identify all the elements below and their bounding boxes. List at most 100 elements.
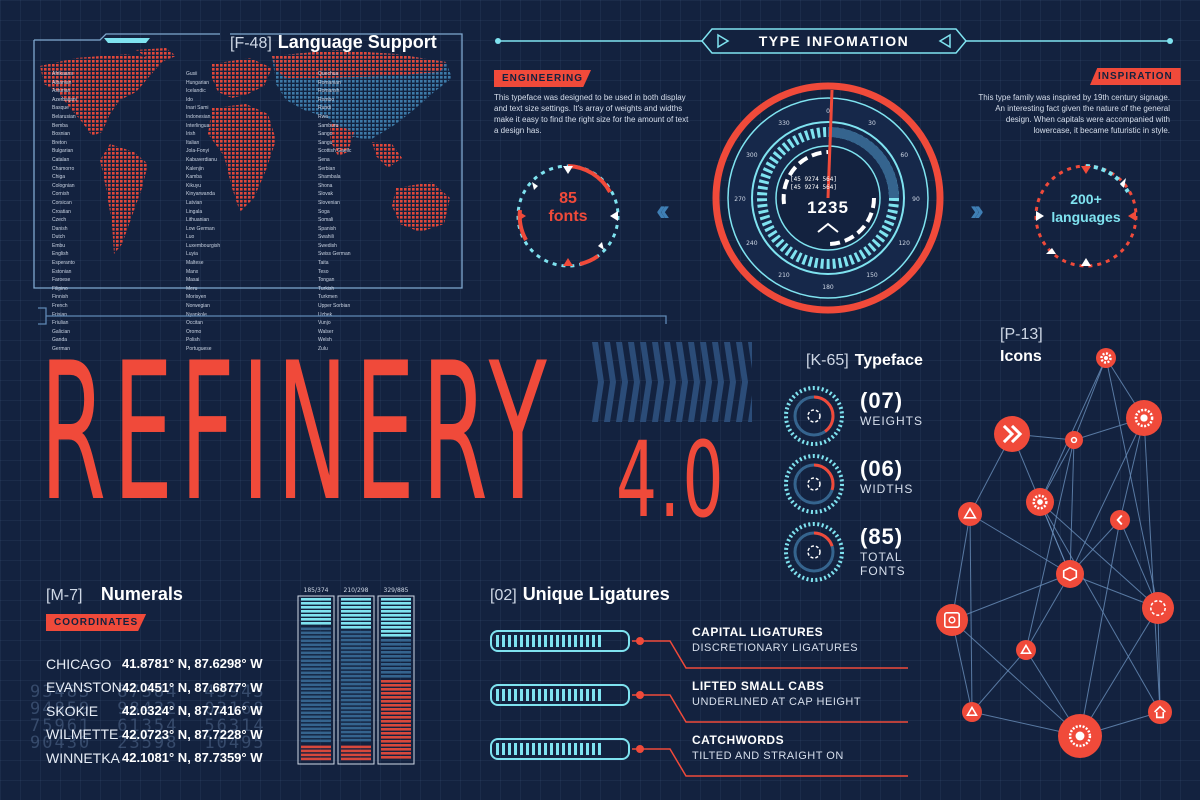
ligature-connector: [632, 745, 908, 777]
language-item: Esperanto: [52, 260, 75, 267]
language-item: Kikuyu: [186, 182, 202, 189]
bar-segment: [301, 707, 331, 711]
city-coordinate: 42.0324° N, 87.7416° W: [122, 703, 263, 719]
stat-label: WEIGHTS: [860, 414, 923, 428]
language-item: Chamorro: [52, 165, 75, 172]
ghost-digit: 43943: [204, 682, 266, 702]
bar-segment: [301, 695, 331, 699]
bar-segment: [381, 647, 411, 650]
language-item: Kabuverdianu: [186, 156, 217, 163]
network-link: [971, 649, 1027, 713]
bar-segment: [301, 659, 331, 663]
bar-segment: [341, 722, 371, 726]
bar-segment: [381, 598, 411, 601]
section-title: Numerals: [100, 584, 183, 604]
language-item: Inari Sami: [186, 105, 209, 112]
language-item: Turkmen: [318, 294, 338, 301]
ligature-bar: [490, 738, 630, 760]
city-coordinate: 42.0451° N, 87.6877° W: [122, 679, 263, 695]
bar-segment: [301, 671, 331, 675]
chevron-right-icon: ››: [970, 194, 984, 227]
bar-segment: [301, 749, 331, 753]
square-icon: [936, 604, 968, 636]
engineering-tag-wrap: ENGINEERING: [494, 68, 592, 87]
stat-number: (06): [860, 456, 904, 481]
ghost-digit: 56314: [204, 716, 266, 736]
language-item: Jola-Fonyi: [186, 148, 210, 155]
network-link: [1039, 357, 1107, 503]
bar-segment: [341, 630, 371, 634]
language-list-col3: Quechua Romanian Romansh Rombo Rundi Rwa Sambu…: [318, 70, 351, 354]
bar-segment: [381, 680, 411, 683]
bar-segment: [341, 626, 371, 629]
bar-segment: [381, 748, 411, 751]
bar-segment: [301, 598, 331, 601]
numeral-bars: 185/374 210/298 329/885: [297, 587, 415, 765]
section-code: [K-65]: [806, 352, 849, 369]
language-item: Finnish: [52, 294, 69, 301]
bar-segment: [301, 647, 331, 651]
bar-segment: [381, 606, 411, 609]
typeface-stat: (07) WEIGHTS: [860, 388, 923, 428]
language-item: Frisian: [52, 311, 68, 318]
language-item: Shambala: [318, 174, 341, 181]
bar-segment: [341, 634, 371, 638]
fonts-count: 85: [559, 190, 577, 207]
engineering-tag: ENGINEERING: [494, 70, 592, 87]
language-item: Faroese: [52, 277, 71, 284]
language-item: Ido: [186, 96, 193, 103]
bar-segment: [341, 757, 371, 761]
bar-label: 185/374: [304, 587, 329, 594]
language-item: Quechua: [318, 71, 339, 77]
language-list-col1: Afrikaans Albanian Asturian Azerbaijani Basq…: [52, 70, 77, 354]
bar-segment: [381, 626, 411, 629]
language-item: Embu: [52, 242, 66, 249]
city-name: SKOKIE: [46, 702, 99, 719]
network-link: [1079, 607, 1159, 737]
ghost-digit-row: 75961 61354 56314: [30, 718, 290, 735]
language-item: Romansh: [318, 88, 340, 95]
bar-segment: [381, 667, 411, 670]
dial-tick-label: 330: [778, 120, 790, 127]
language-item: Vunjo: [318, 320, 331, 327]
language-item: Estonian: [52, 268, 72, 275]
city-coordinate: 42.0723° N, 87.7228° W: [122, 726, 263, 742]
bar-segment: [381, 708, 411, 711]
language-item: Tongan: [318, 277, 335, 284]
language-list-col2: Gusii Hungarian Icelandic Ido Inari Sami Indo…: [186, 70, 220, 354]
bar-segment: [301, 687, 331, 691]
inspiration-text: This type family was inspired by 19th ce…: [978, 93, 1170, 135]
bar-segment: [301, 635, 331, 639]
bar-segment: [381, 740, 411, 743]
fonts-gauge: [516, 164, 620, 268]
city-name: WINNETKA: [46, 749, 120, 766]
dial-line1: [45 9274 564]: [790, 176, 837, 183]
bar-segment: [341, 698, 371, 702]
language-item: Zulu: [318, 346, 328, 352]
ligature-title: CAPITAL LIGATURES: [692, 625, 824, 639]
ghost-digit: 10495: [204, 733, 266, 753]
language-item: Upper Sorbian: [318, 303, 351, 310]
dial-line2: [45 9274 564]: [790, 184, 837, 191]
bar-segment: [341, 734, 371, 738]
language-item: Colognian: [52, 182, 75, 189]
language-item: Maltese: [186, 260, 204, 267]
type-info-header-frame: [495, 28, 1173, 54]
dial-tick-label: 120: [898, 240, 910, 247]
bar-segment: [341, 714, 371, 718]
gear-icon: [1126, 400, 1162, 436]
network-link: [969, 513, 1071, 575]
bar-segment: [381, 643, 411, 646]
bar-segment: [301, 683, 331, 687]
language-item: Samburu: [318, 122, 339, 129]
bar-segment: [301, 703, 331, 707]
typeface-stat-gauge: [784, 386, 844, 446]
language-item: English: [52, 251, 69, 258]
numerals-header: [M-7] Numerals: [46, 584, 183, 605]
language-item: Afrikaans: [52, 71, 73, 77]
bar-segment: [381, 692, 411, 695]
language-item: Friulian: [52, 320, 69, 327]
coordinate-row: WILMETTE 42.0723° N, 87.7228° W: [46, 723, 263, 747]
ghost-digit: 61354: [117, 716, 179, 736]
stat-number: (85): [860, 524, 904, 549]
